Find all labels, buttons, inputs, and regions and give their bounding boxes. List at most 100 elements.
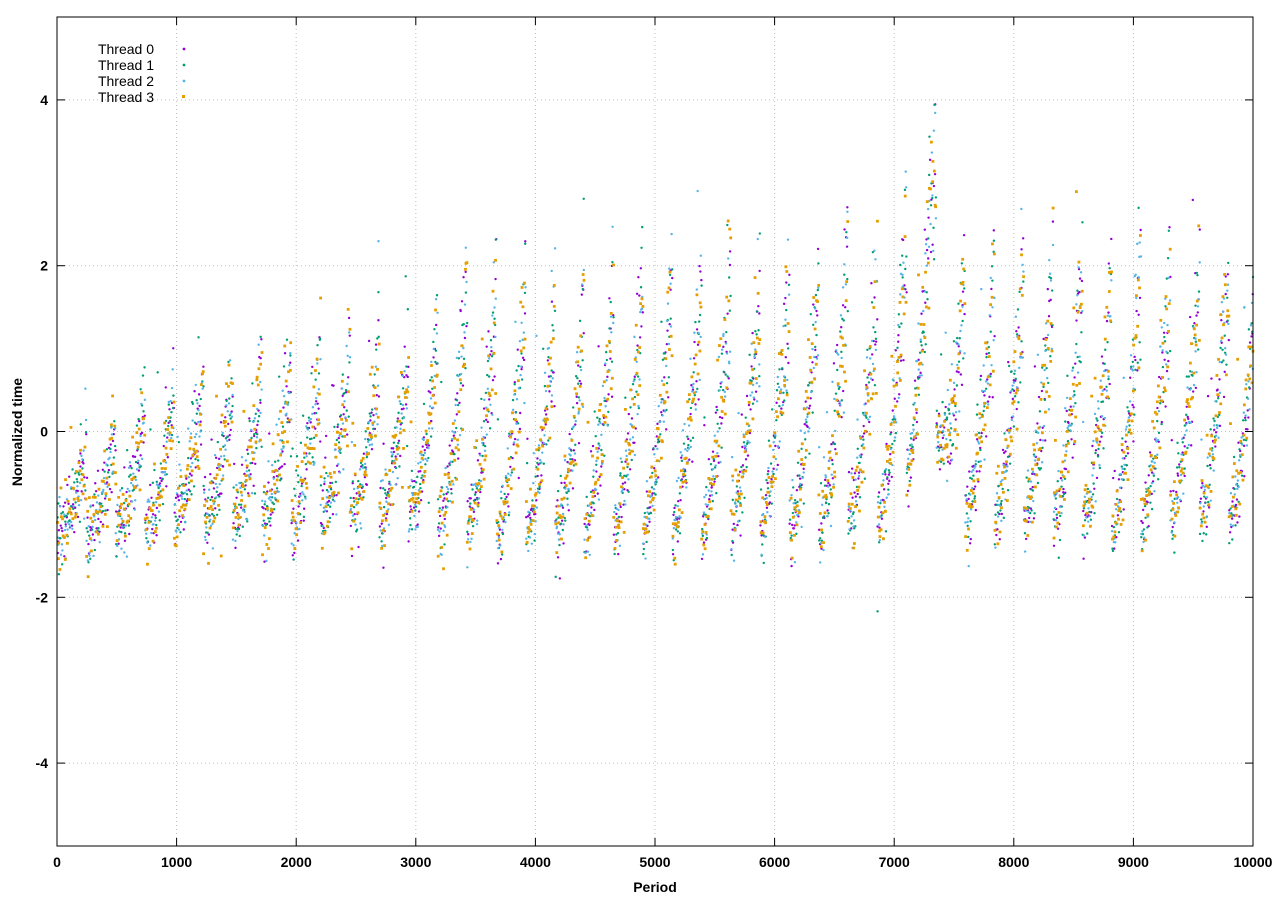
data-point bbox=[522, 347, 525, 350]
data-point bbox=[627, 478, 629, 480]
data-point bbox=[820, 482, 822, 484]
data-point bbox=[226, 459, 229, 462]
data-point bbox=[252, 458, 255, 461]
data-point bbox=[354, 473, 357, 476]
data-point bbox=[1232, 525, 1234, 527]
data-point bbox=[313, 462, 315, 464]
data-point bbox=[518, 387, 520, 389]
data-point bbox=[512, 468, 515, 471]
data-point bbox=[213, 487, 215, 489]
data-point bbox=[996, 504, 998, 506]
data-point bbox=[346, 433, 348, 435]
data-point bbox=[313, 437, 315, 439]
data-point bbox=[446, 486, 448, 488]
data-point bbox=[640, 325, 642, 327]
data-point bbox=[320, 484, 322, 486]
data-point bbox=[164, 474, 166, 476]
data-point bbox=[235, 528, 237, 530]
data-point bbox=[116, 545, 118, 547]
data-point bbox=[241, 456, 243, 458]
data-point bbox=[267, 547, 270, 550]
data-point bbox=[222, 432, 224, 434]
data-point bbox=[691, 461, 693, 463]
data-point bbox=[625, 455, 627, 457]
data-point bbox=[553, 284, 556, 287]
data-point bbox=[1013, 382, 1015, 384]
data-point bbox=[767, 467, 769, 469]
data-point bbox=[901, 254, 903, 256]
data-point bbox=[449, 461, 451, 463]
data-point bbox=[288, 364, 290, 366]
data-point bbox=[457, 444, 459, 446]
data-point bbox=[177, 523, 180, 526]
data-point bbox=[962, 357, 964, 359]
data-point bbox=[538, 444, 540, 446]
data-point bbox=[532, 482, 534, 484]
data-point bbox=[481, 438, 484, 441]
data-point bbox=[468, 515, 471, 518]
data-point bbox=[384, 492, 386, 494]
data-point bbox=[503, 502, 506, 505]
data-point bbox=[579, 385, 582, 388]
data-point bbox=[77, 499, 80, 502]
data-point bbox=[228, 464, 231, 467]
data-point bbox=[243, 511, 245, 513]
data-point bbox=[167, 416, 170, 419]
data-point bbox=[870, 378, 872, 380]
data-point bbox=[1187, 418, 1189, 420]
data-point bbox=[851, 497, 853, 499]
data-point bbox=[763, 562, 765, 564]
data-point bbox=[187, 457, 189, 459]
data-point bbox=[413, 486, 415, 488]
data-point bbox=[1109, 315, 1111, 317]
data-point bbox=[817, 287, 819, 289]
data-point bbox=[858, 462, 860, 464]
data-point bbox=[415, 497, 418, 500]
data-point bbox=[371, 448, 373, 450]
data-point bbox=[845, 231, 847, 233]
data-point bbox=[980, 375, 982, 377]
data-point bbox=[1192, 199, 1194, 201]
data-point bbox=[212, 499, 215, 502]
data-point bbox=[556, 526, 558, 528]
data-point bbox=[251, 451, 254, 454]
data-point bbox=[638, 378, 640, 380]
data-point bbox=[697, 398, 699, 400]
data-point bbox=[1183, 475, 1185, 477]
data-point bbox=[1000, 520, 1002, 522]
data-point bbox=[712, 468, 714, 470]
data-point bbox=[967, 498, 969, 500]
data-point bbox=[141, 432, 143, 434]
data-point bbox=[620, 520, 623, 523]
data-point bbox=[270, 508, 273, 511]
data-point bbox=[1101, 355, 1103, 357]
data-point bbox=[242, 410, 245, 413]
data-point bbox=[246, 470, 248, 472]
data-point bbox=[507, 447, 509, 449]
data-point bbox=[357, 491, 360, 494]
data-point bbox=[575, 463, 578, 466]
data-point bbox=[1131, 404, 1133, 406]
data-point bbox=[221, 478, 224, 481]
data-point bbox=[871, 340, 873, 342]
data-point bbox=[1249, 341, 1251, 343]
data-point bbox=[877, 496, 879, 498]
data-point bbox=[1121, 465, 1123, 467]
data-point bbox=[1227, 273, 1229, 275]
data-point bbox=[693, 341, 695, 343]
data-point bbox=[1073, 390, 1075, 392]
data-point bbox=[277, 491, 279, 493]
data-point bbox=[93, 539, 95, 541]
data-point bbox=[134, 456, 136, 458]
data-point bbox=[1129, 377, 1131, 379]
data-point bbox=[420, 477, 422, 479]
data-point bbox=[579, 380, 581, 382]
data-point bbox=[465, 281, 467, 283]
data-point bbox=[495, 298, 497, 300]
data-point bbox=[289, 341, 292, 344]
data-point bbox=[726, 312, 728, 314]
data-point bbox=[198, 405, 200, 407]
data-point bbox=[696, 190, 698, 192]
data-point bbox=[334, 443, 337, 446]
data-point bbox=[327, 491, 329, 493]
